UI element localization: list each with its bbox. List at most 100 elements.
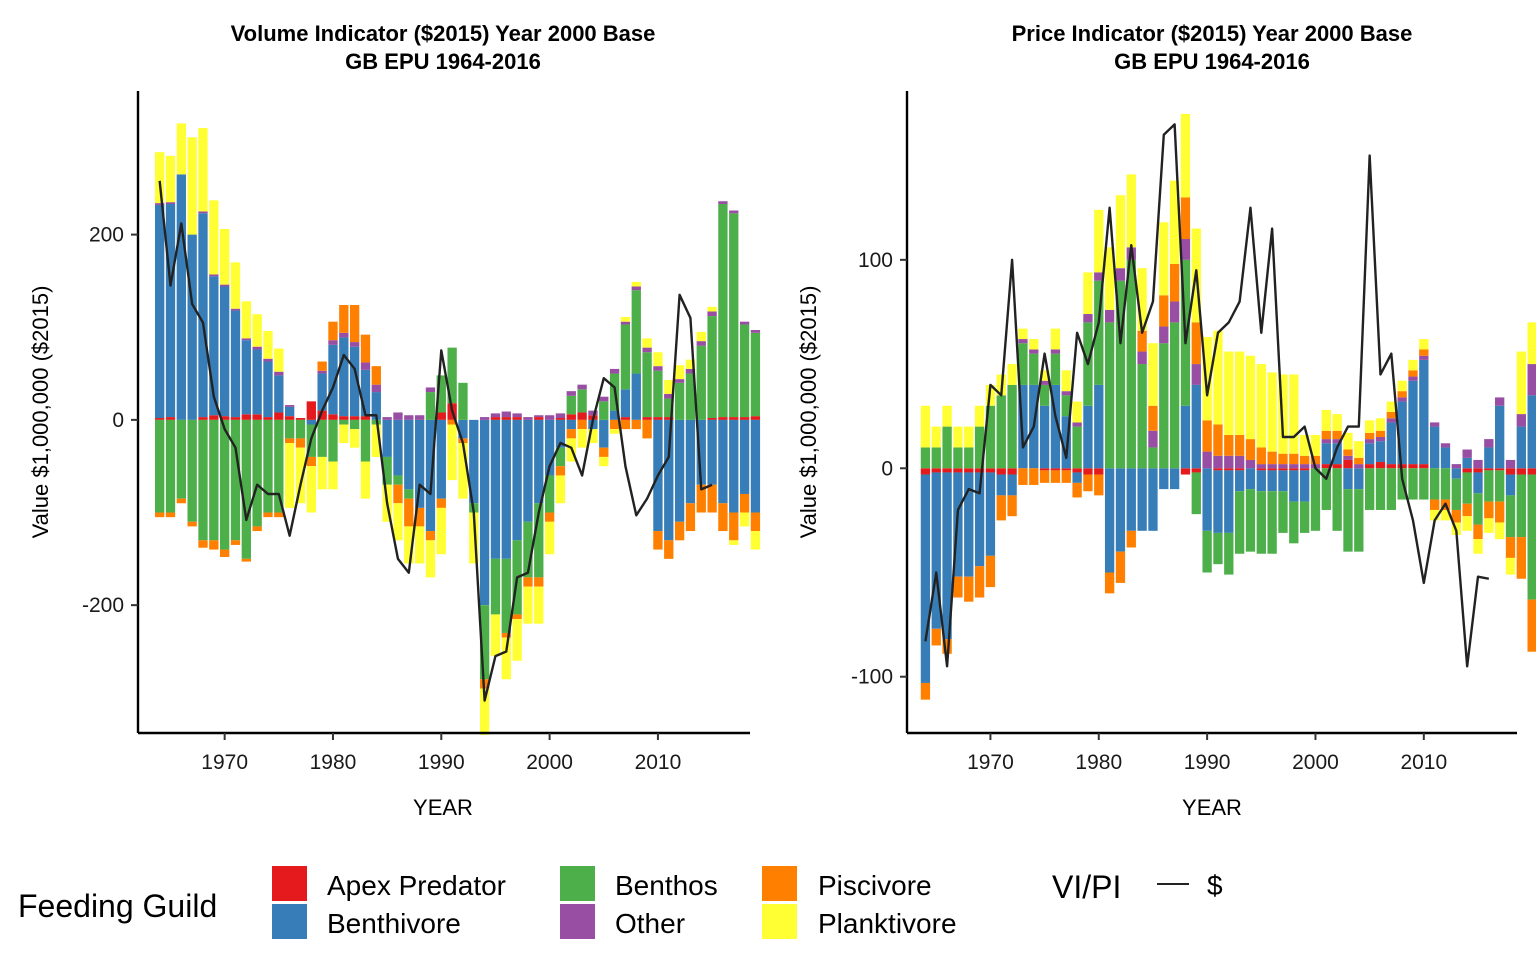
volume-bar-other-2009	[642, 347, 652, 353]
price-bar-benthivore-2002	[1332, 443, 1342, 465]
price-bar-benthos-1964	[920, 447, 931, 469]
volume-bar-piscivore-2008	[631, 419, 641, 430]
price-bar-benthos-2002	[1332, 468, 1342, 531]
price-bar-apex-predator-2005	[1364, 464, 1375, 469]
volume-bar-planktivore-2005	[599, 456, 609, 467]
price-bar-piscivore-2001	[1321, 430, 1331, 440]
volume-bar-other-2019	[750, 330, 761, 333]
price-bar-piscivore-2015	[1473, 524, 1483, 540]
price-bar-benthos-2006	[1375, 468, 1386, 510]
legend: Feeding Guild Apex Predator Benthivore B…	[18, 866, 1223, 939]
volume-bar-benthos-1965	[165, 419, 176, 513]
volume-bar-apex-predator-1990	[436, 412, 446, 420]
volume-bar-other-1976	[284, 405, 295, 407]
price-bar-planktivore-1968	[964, 426, 974, 448]
price-bar-benthos-2000	[1310, 468, 1321, 531]
price-bar-planktivore-1978	[1072, 401, 1082, 423]
volume-bar-benthivore-2018	[739, 419, 750, 494]
price-bar-other-1987	[1169, 301, 1180, 323]
price-bar-benthos-1975	[1039, 384, 1050, 406]
price-bar-other-1978	[1072, 422, 1082, 427]
legend-title: Feeding Guild	[18, 888, 217, 924]
price-y-tick-label: -100	[851, 666, 893, 689]
price-bar-benthivore-1969	[974, 472, 985, 567]
price-bar-apex-predator-1989	[1191, 468, 1201, 473]
price-bar-piscivore-2002	[1332, 430, 1342, 440]
volume-bar-other-2017	[729, 210, 739, 214]
volume-bar-planktivore-2007	[620, 317, 631, 322]
volume-bar-planktivore-1973	[252, 314, 262, 347]
price-bar-benthivore-1966	[942, 472, 952, 640]
volume-bar-benthivore-2015	[707, 419, 717, 485]
price-bar-other-2014	[1462, 449, 1472, 458]
legend-swatch-piscivore	[762, 866, 797, 901]
price-bar-benthivore-1964	[920, 474, 931, 683]
legend-label-apex-predator: Apex Predator	[327, 870, 506, 901]
volume-y-tick-label: -200	[82, 594, 124, 617]
price-bar-benthos-1977	[1061, 395, 1071, 417]
volume-bar-piscivore-1967	[187, 521, 197, 527]
price-bar-benthivore-2017	[1495, 405, 1505, 469]
volume-bar-benthos-1987	[404, 489, 414, 499]
volume-bar-planktivore-1992	[458, 443, 468, 499]
volume-bar-benthos-2010	[653, 370, 663, 418]
price-bar-other-1973	[1018, 339, 1028, 344]
price-y-tick-label: 100	[858, 249, 893, 272]
legend-swatch-benthivore	[272, 904, 307, 939]
volume-bar-benthivore-1976	[284, 406, 295, 417]
price-bar-piscivore-1972	[1007, 495, 1017, 517]
volume-bar-piscivore-1999	[534, 577, 544, 587]
price-bar-benthos-1985	[1148, 447, 1158, 469]
volume-bar-planktivore-2012	[674, 365, 685, 380]
price-bar-other-2006	[1375, 437, 1386, 442]
price-subtitle: GB EPU 1964-2016	[1114, 49, 1310, 74]
price-bar-piscivore-1996	[1267, 451, 1277, 465]
volume-bar-piscivore-2000	[544, 512, 555, 522]
volume-x-tick-label: 2000	[526, 751, 573, 774]
volume-bar-other-1964	[155, 203, 165, 205]
price-bar-piscivore-1988	[1180, 197, 1191, 239]
volume-bar-other-2011	[664, 393, 674, 399]
price-bar-benthos-1989	[1191, 472, 1201, 515]
volume-bar-piscivore-1973	[252, 526, 262, 532]
price-bar-piscivore-1975	[1039, 470, 1050, 483]
price-bar-benthivore-1973	[1018, 384, 1028, 469]
volume-bar-benthivore-2013	[685, 419, 696, 504]
price-bar-planktivore-2002	[1332, 414, 1342, 431]
price-bar-benthos-2005	[1364, 468, 1375, 510]
price-bar-apex-predator-2010	[1419, 464, 1429, 469]
price-bar-benthos-1997	[1278, 491, 1288, 533]
price-bar-apex-predator-1976	[1050, 468, 1061, 471]
price-bar-planktivore-1969	[974, 405, 985, 427]
volume-bar-other-1974	[263, 358, 273, 362]
volume-bar-apex-predator-1997	[512, 417, 522, 420]
volume-bar-other-1972	[241, 338, 251, 341]
price-bar-piscivore-2020	[1527, 599, 1536, 652]
volume-bar-planktivore-2017	[729, 540, 739, 545]
price-bar-piscivore-2019	[1516, 537, 1526, 579]
price-bar-benthivore-1981	[1104, 468, 1115, 573]
price-bars	[920, 113, 1536, 700]
volume-bar-planktivore-1991	[447, 424, 457, 481]
volume-bar-apex-predator-1972	[241, 414, 251, 420]
price-bar-apex-predator-2009	[1408, 464, 1418, 469]
volume-bar-benthivore-2006	[609, 410, 620, 420]
volume-bar-other-1999	[534, 415, 544, 418]
price-bar-benthos-1980	[1094, 280, 1104, 385]
price-bar-planktivore-1964	[920, 405, 931, 448]
volume-bar-other-1986	[393, 412, 403, 420]
volume-bar-other-1987	[404, 415, 414, 420]
price-bar-piscivore-1980	[1094, 474, 1104, 496]
volume-bar-benthos-2002	[566, 395, 576, 415]
volume-bar-benthos-2015	[707, 316, 717, 419]
price-bar-benthos-1995	[1256, 491, 1266, 554]
price-bar-benthivore-1996	[1267, 470, 1277, 492]
volume-bar-planktivore-1998	[523, 586, 533, 624]
price-bar-benthos-1971	[996, 395, 1006, 469]
volume-bar-benthos-1999	[534, 503, 544, 578]
volume-bar-benthivore-1968	[198, 213, 208, 418]
volume-bar-planktivore-1978	[306, 466, 316, 513]
volume-bar-piscivore-2014	[696, 484, 706, 513]
price-bar-other-2012	[1440, 443, 1451, 448]
volume-bar-other-2013	[685, 368, 696, 374]
